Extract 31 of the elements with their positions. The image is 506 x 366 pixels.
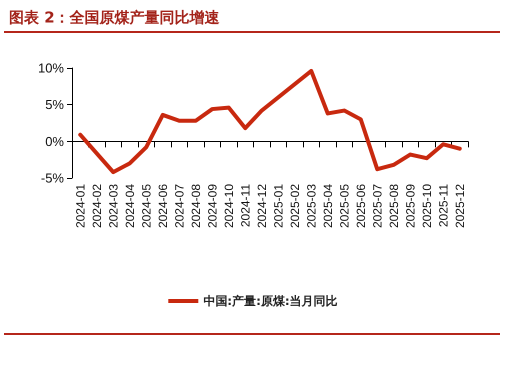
x-tick-label: 2024-06 [156, 184, 170, 228]
x-tick-label: 2025-09 [403, 184, 418, 228]
x-tick-label: 2025-06 [354, 184, 368, 228]
y-tick-label: 0% [45, 134, 64, 149]
x-tick-label: 2025-12 [452, 184, 467, 228]
x-tick-label: 2025-11 [436, 184, 450, 228]
chart-title: 图表 2：全国原煤产量同比增速 [9, 8, 221, 26]
x-tick-label: 2024-01 [73, 184, 88, 228]
legend-label: 中国:产量:原煤:当月同比 [203, 294, 338, 308]
x-tick-label: 2024-04 [122, 184, 137, 228]
line-series [78, 68, 462, 174]
y-tick-label: 10% [38, 60, 64, 76]
x-tick-label: 2024-12 [254, 184, 269, 228]
x-tick-label: 2024-10 [222, 184, 236, 228]
x-tick-label: 2024-11 [238, 184, 252, 228]
x-tick-label: 2025-08 [386, 184, 401, 228]
x-tick-label: 2024-09 [205, 184, 220, 228]
y-tick-label: 5% [45, 97, 64, 112]
x-tick-label: 2025-10 [420, 184, 434, 228]
x-tick-label: 2024-02 [90, 184, 104, 228]
y-tick-label: -5% [40, 170, 64, 186]
x-tick-label: 2025-03 [304, 184, 318, 228]
x-tick-label: 2025-02 [288, 184, 302, 228]
x-tick-label: 2025-07 [370, 184, 384, 228]
x-tick-label: 2024-03 [106, 184, 120, 228]
x-tick-label: 2025-04 [320, 184, 335, 228]
x-tick-label: 2024-07 [172, 184, 186, 228]
x-tick-label: 2025-05 [337, 184, 352, 228]
x-tick-label: 2024-08 [188, 184, 203, 228]
x-tick-label: 2025-01 [271, 184, 286, 228]
x-tick-label: 2024-05 [139, 184, 154, 228]
